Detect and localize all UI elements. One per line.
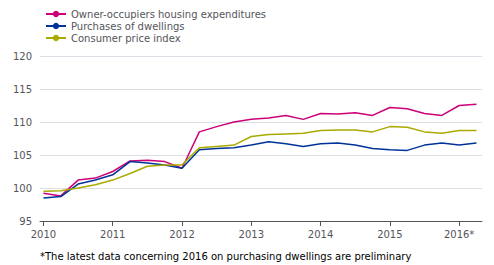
svg-text:2010: 2010 — [31, 229, 56, 240]
svg-text:Owner-occupiers housing expend: Owner-occupiers housing expenditures — [71, 9, 266, 20]
svg-text:2016*: 2016* — [444, 229, 474, 240]
svg-text:110: 110 — [13, 117, 32, 128]
svg-text:105: 105 — [13, 150, 32, 161]
svg-text:*The latest data concerning 20: *The latest data concerning 2016 on purc… — [40, 251, 411, 262]
svg-text:2015: 2015 — [377, 229, 402, 240]
svg-text:2014: 2014 — [308, 229, 333, 240]
svg-text:2012: 2012 — [169, 229, 194, 240]
svg-text:100: 100 — [13, 183, 32, 194]
svg-text:2013: 2013 — [239, 229, 264, 240]
svg-text:120: 120 — [13, 51, 32, 62]
svg-text:Purchases of dwellings: Purchases of dwellings — [71, 21, 185, 32]
svg-text:115: 115 — [13, 84, 32, 95]
svg-text:Consumer price index: Consumer price index — [71, 33, 181, 44]
svg-text:2011: 2011 — [100, 229, 125, 240]
svg-text:95: 95 — [19, 216, 32, 227]
